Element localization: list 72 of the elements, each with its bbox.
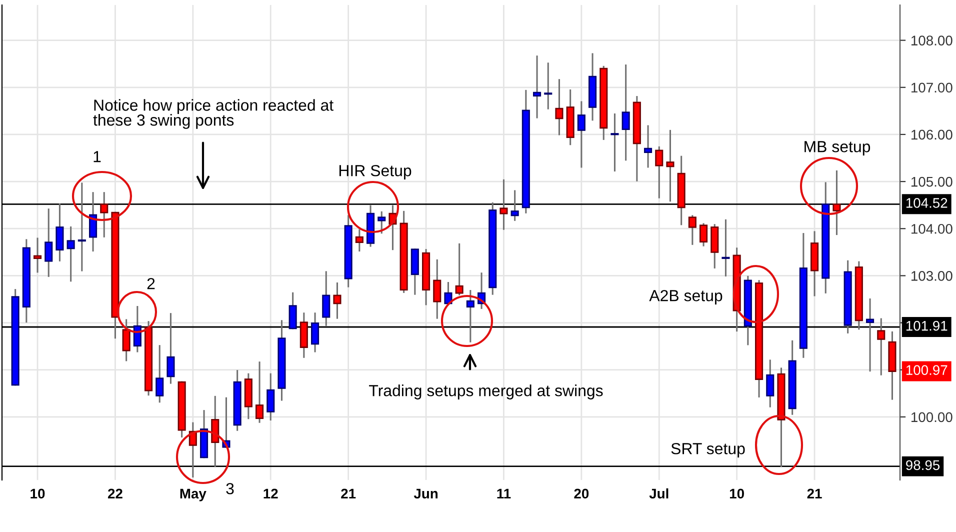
candlestick <box>288 292 297 330</box>
ref-line-label: 98.95 <box>906 460 940 470</box>
x-tick-label: 22 <box>108 488 122 498</box>
candlestick <box>355 229 364 252</box>
annotation: 1 <box>94 151 101 162</box>
candlestick <box>622 64 630 161</box>
y-tick-label: 103.00 <box>911 271 952 281</box>
candlestick <box>577 101 586 168</box>
candlestick <box>44 208 53 277</box>
candlestick <box>533 56 542 118</box>
candlestick <box>122 319 130 362</box>
y-tick-label: 105.00 <box>911 176 952 187</box>
candlestick <box>655 146 664 198</box>
x-tick-label: 10 <box>730 488 744 499</box>
x-tick-label: 12 <box>264 488 278 498</box>
candlestick <box>256 362 264 423</box>
candlestick <box>100 192 108 238</box>
y-tick-label: 107.00 <box>911 82 952 93</box>
y-tick-label: 106.00 <box>911 130 952 140</box>
x-tick-label: May <box>180 488 206 502</box>
annotation: Trading setups merged at swings <box>369 384 603 400</box>
candlestick <box>33 238 42 273</box>
candlestick <box>378 211 386 234</box>
y-tick-label: 104.00 <box>911 224 952 234</box>
candlestick <box>610 113 619 172</box>
annotation: MB setup <box>804 141 870 156</box>
annotation: Notice how price action reacted at these 3 swing ponts <box>93 99 334 129</box>
candlestick <box>700 223 708 246</box>
candlestick <box>333 282 342 319</box>
x-tick-label: Jul <box>649 488 668 499</box>
candlestick <box>722 219 730 276</box>
candlestick <box>544 62 552 110</box>
candlestick <box>500 179 508 230</box>
candlestick <box>555 79 564 136</box>
x-tick-label: 11 <box>497 488 511 498</box>
candlestick <box>510 190 519 221</box>
candlestick <box>877 318 886 376</box>
candlestick <box>166 313 175 384</box>
candlestick <box>455 243 464 296</box>
candlestick <box>133 306 142 352</box>
y-tick-label: 100.00 <box>911 412 952 422</box>
text: 3 <box>226 482 234 494</box>
candlestick <box>433 259 442 319</box>
candlestick <box>866 298 874 372</box>
x-tick-label: Jun <box>414 488 438 499</box>
candlestick <box>644 125 652 168</box>
candlestick <box>322 271 330 326</box>
candlestick <box>666 130 674 202</box>
text: 100.97 <box>906 365 948 375</box>
annotation: A2B setup <box>649 290 722 304</box>
candlestick <box>832 170 841 236</box>
candlestick <box>78 182 86 272</box>
candlestick <box>88 192 98 252</box>
candlestick <box>66 226 75 282</box>
annotation: SRT setup <box>671 442 745 458</box>
candlestick <box>466 290 474 342</box>
x-tick-label: 10 <box>30 488 45 499</box>
annotation: 2 <box>147 278 155 290</box>
x-tick-label: 21 <box>807 488 822 498</box>
candlestick <box>688 215 696 245</box>
y-tick-label: 108.00 <box>911 36 952 46</box>
ref-line-label: 101.91 <box>906 320 948 331</box>
candlestick <box>56 203 64 262</box>
candlestick <box>766 360 774 408</box>
candlestick <box>211 396 220 468</box>
candlestick <box>266 373 275 421</box>
candlestick <box>311 312 320 352</box>
x-tick-label: 20 <box>574 488 589 499</box>
ref-line-label: 104.52 <box>906 198 948 208</box>
x-tick-label: 21 <box>341 488 356 498</box>
annotation: HIR Setup <box>339 164 412 180</box>
candlestick <box>156 345 164 403</box>
